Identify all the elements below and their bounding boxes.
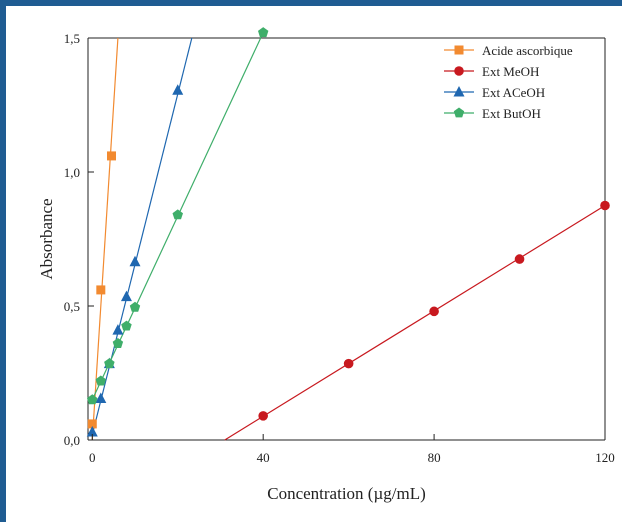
data-point-ext-aceoh [95, 392, 107, 403]
data-point-ext-butoh [121, 320, 132, 331]
data-point-ext-aceoh [112, 324, 124, 335]
data-point-ext-butoh [258, 27, 269, 38]
data-point-ext-butoh [95, 375, 106, 386]
legend-label: Ext ButOH [482, 106, 541, 121]
data-point-ext-butoh [129, 301, 141, 312]
data-point-acide-ascorbique [87, 419, 97, 429]
legend-item-ext-aceoh: Ext ACeOH [444, 85, 545, 100]
legend-item-ext-meoh: Ext MeOH [444, 64, 539, 79]
axis-ticks: 0 40 80 120 0,0 0,5 1,0 1,5 [64, 31, 615, 465]
legend-label: Acide ascorbique [482, 43, 573, 58]
data-point-ext-meoh [514, 254, 525, 264]
x-tick-label: 40 [257, 450, 270, 465]
x-tick-label: 120 [595, 450, 615, 465]
y-tick-label: 0,5 [64, 299, 80, 314]
y-tick-label: 1,5 [64, 31, 80, 46]
data-point-ext-aceoh [86, 425, 98, 437]
fit-line-acide-ascorbique [91, 37, 119, 441]
legend: Acide ascorbique Ext MeOH Ext ACeOH Ext But… [444, 43, 573, 121]
y-tick-label: 0,0 [64, 433, 80, 448]
data-point-acide-ascorbique [96, 285, 106, 295]
data-point-ext-aceoh [120, 290, 132, 302]
data-markers [86, 27, 610, 437]
data-point-ext-butoh [112, 338, 124, 348]
data-point-ext-aceoh [172, 84, 184, 95]
data-point-ext-meoh [258, 411, 268, 421]
x-tick-label: 0 [89, 450, 96, 465]
fit-line-ext-meoh [224, 204, 606, 441]
legend-label: Ext MeOH [482, 64, 539, 79]
legend-marker-ext-aceoh [453, 86, 465, 97]
legend-marker-acide-ascorbique [454, 45, 464, 55]
plot-area [87, 37, 606, 441]
legend-item-ext-butoh: Ext ButOH [444, 106, 541, 121]
data-point-ext-butoh [172, 209, 183, 220]
legend-marker-ext-butoh [453, 107, 465, 118]
data-point-ext-meoh [429, 306, 439, 317]
legend-label: Ext ACeOH [482, 85, 545, 100]
y-tick-label: 1,0 [64, 165, 80, 180]
x-axis-label: Concentration (µg/mL) [267, 484, 426, 503]
legend-item-acide-ascorbique: Acide ascorbique [444, 43, 573, 58]
data-point-ext-meoh [343, 358, 354, 369]
x-tick-label: 80 [428, 450, 441, 465]
data-point-ext-meoh [600, 200, 610, 211]
data-point-ext-butoh [87, 394, 98, 405]
fit-line-ext-aceoh [91, 37, 193, 435]
data-point-acide-ascorbique [107, 151, 116, 161]
y-axis-label: Absorbance [37, 198, 56, 279]
data-point-ext-butoh [104, 358, 115, 369]
legend-marker-ext-meoh [454, 66, 464, 76]
data-point-ext-aceoh [129, 255, 141, 267]
